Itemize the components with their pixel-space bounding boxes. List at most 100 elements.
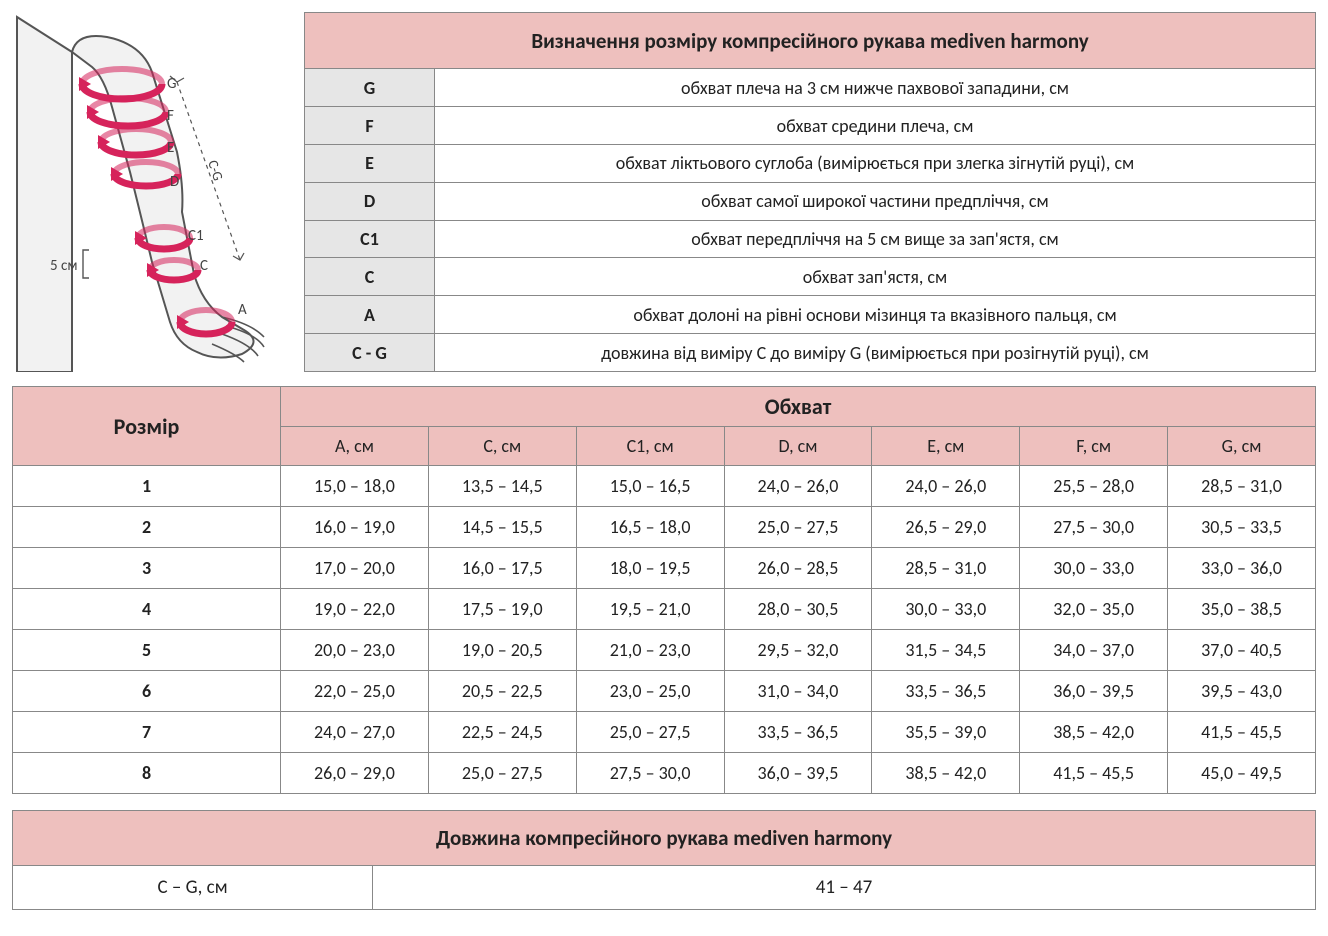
size-row: 520,0 – 23,019,0 – 20,521,0 – 23,029,5 –… <box>13 630 1316 671</box>
definition-desc: обхват плеча на 3 см нижче пахвової запа… <box>435 69 1316 107</box>
svg-text:C-G: C-G <box>204 158 227 183</box>
size-number: 6 <box>13 671 281 712</box>
size-value: 16,0 – 17,5 <box>428 548 576 589</box>
size-row: 115,0 – 18,013,5 – 14,515,0 – 16,524,0 –… <box>13 466 1316 507</box>
size-value: 16,5 – 18,0 <box>576 507 724 548</box>
size-row: 216,0 – 19,014,5 – 15,516,5 – 18,025,0 –… <box>13 507 1316 548</box>
size-value: 45,0 – 49,5 <box>1168 753 1316 794</box>
size-value: 30,0 – 33,0 <box>1020 548 1168 589</box>
diagram-point-label: A <box>238 301 247 319</box>
length-title: Довжина компресійного рукава mediven har… <box>13 811 1316 866</box>
size-value: 33,5 – 36,5 <box>724 712 872 753</box>
size-column-header: C, см <box>428 427 576 466</box>
size-column-header: E, см <box>872 427 1020 466</box>
size-value: 38,5 – 42,0 <box>1020 712 1168 753</box>
girth-group-header: Обхват <box>281 387 1316 427</box>
size-value: 31,0 – 34,0 <box>724 671 872 712</box>
size-row: 622,0 – 25,020,5 – 22,523,0 – 25,031,0 –… <box>13 671 1316 712</box>
size-value: 25,0 – 27,5 <box>724 507 872 548</box>
size-value: 36,0 – 39,5 <box>1020 671 1168 712</box>
definition-desc: довжина від виміру С до виміру G (вимірю… <box>435 334 1316 372</box>
size-value: 28,0 – 30,5 <box>724 589 872 630</box>
length-label: C – G, см <box>13 866 373 910</box>
size-value: 27,5 – 30,0 <box>1020 507 1168 548</box>
size-value: 22,0 – 25,0 <box>281 671 429 712</box>
definition-desc: обхват передпліччя на 5 см вище за зап'я… <box>435 220 1316 258</box>
size-number: 7 <box>13 712 281 753</box>
definition-code: F <box>305 107 435 145</box>
size-value: 33,5 – 36,5 <box>872 671 1020 712</box>
size-value: 26,0 – 28,5 <box>724 548 872 589</box>
size-value: 20,5 – 22,5 <box>428 671 576 712</box>
definition-desc: обхват зап'ястя, см <box>435 258 1316 296</box>
diagram-point-label: D <box>170 173 179 191</box>
size-table: Розмір Обхват A, смC, смC1, смD, смE, см… <box>12 386 1316 794</box>
size-value: 16,0 – 19,0 <box>281 507 429 548</box>
size-value: 14,5 – 15,5 <box>428 507 576 548</box>
size-value: 19,0 – 22,0 <box>281 589 429 630</box>
size-value: 39,5 – 43,0 <box>1168 671 1316 712</box>
size-number: 2 <box>13 507 281 548</box>
size-value: 22,5 – 24,5 <box>428 712 576 753</box>
size-value: 18,0 – 19,5 <box>576 548 724 589</box>
definition-row: Fобхват средини плеча, см <box>305 107 1316 145</box>
size-value: 30,0 – 33,0 <box>872 589 1020 630</box>
length-table: Довжина компресійного рукава mediven har… <box>12 810 1316 910</box>
size-column-header: F, см <box>1020 427 1168 466</box>
diagram-point-label: C <box>200 257 208 275</box>
size-row: 317,0 – 20,016,0 – 17,518,0 – 19,526,0 –… <box>13 548 1316 589</box>
definition-row: C - Gдовжина від виміру С до виміру G (в… <box>305 334 1316 372</box>
diagram-point-label: G <box>167 75 176 93</box>
definition-row: Cобхват зап'ястя, см <box>305 258 1316 296</box>
size-column-header: D, см <box>724 427 872 466</box>
size-value: 17,5 – 19,0 <box>428 589 576 630</box>
length-value: 41 – 47 <box>373 866 1316 910</box>
size-value: 25,5 – 28,0 <box>1020 466 1168 507</box>
size-header: Розмір <box>13 387 281 466</box>
size-value: 28,5 – 31,0 <box>872 548 1020 589</box>
definition-code: D <box>305 182 435 220</box>
definition-code: A <box>305 296 435 334</box>
definition-desc: обхват ліктьового суглоба (вимірюється п… <box>435 144 1316 182</box>
definition-code: E <box>305 144 435 182</box>
size-column-header: G, см <box>1168 427 1316 466</box>
size-value: 41,5 – 45,5 <box>1168 712 1316 753</box>
diagram-scale-label: 5 см <box>50 257 77 275</box>
definition-row: Eобхват ліктьового суглоба (вимірюється … <box>305 144 1316 182</box>
size-value: 25,0 – 27,5 <box>428 753 576 794</box>
definition-row: Gобхват плеча на 3 см нижче пахвової зап… <box>305 69 1316 107</box>
size-row: 419,0 – 22,017,5 – 19,019,5 – 21,028,0 –… <box>13 589 1316 630</box>
size-value: 26,5 – 29,0 <box>872 507 1020 548</box>
size-row: 724,0 – 27,022,5 – 24,525,0 – 27,533,5 –… <box>13 712 1316 753</box>
size-value: 17,0 – 20,0 <box>281 548 429 589</box>
size-value: 20,0 – 23,0 <box>281 630 429 671</box>
definition-row: Dобхват самої широкої частини предпліччя… <box>305 182 1316 220</box>
size-value: 36,0 – 39,5 <box>724 753 872 794</box>
size-column-header: C1, см <box>576 427 724 466</box>
size-number: 1 <box>13 466 281 507</box>
size-value: 15,0 – 16,5 <box>576 466 724 507</box>
size-value: 33,0 – 36,0 <box>1168 548 1316 589</box>
definitions-table: Визначення розміру компресійного рукава … <box>304 12 1316 372</box>
diagram-point-label: E <box>167 139 174 157</box>
definition-code: C - G <box>305 334 435 372</box>
size-value: 29,5 – 32,0 <box>724 630 872 671</box>
size-value: 23,0 – 25,0 <box>576 671 724 712</box>
size-value: 27,5 – 30,0 <box>576 753 724 794</box>
definition-desc: обхват самої широкої частини предпліччя,… <box>435 182 1316 220</box>
diagram-point-label: F <box>167 107 174 125</box>
size-number: 4 <box>13 589 281 630</box>
size-value: 21,0 – 23,0 <box>576 630 724 671</box>
size-value: 13,5 – 14,5 <box>428 466 576 507</box>
size-value: 35,5 – 39,0 <box>872 712 1020 753</box>
definition-row: Aобхват долоні на рівні основи мізинця т… <box>305 296 1316 334</box>
size-number: 8 <box>13 753 281 794</box>
size-value: 32,0 – 35,0 <box>1020 589 1168 630</box>
definition-code: C <box>305 258 435 296</box>
definition-row: C1обхват передпліччя на 5 см вище за зап… <box>305 220 1316 258</box>
definitions-title: Визначення розміру компресійного рукава … <box>305 13 1316 69</box>
size-value: 34,0 – 37,0 <box>1020 630 1168 671</box>
size-value: 41,5 – 45,5 <box>1020 753 1168 794</box>
definition-desc: обхват долоні на рівні основи мізинця та… <box>435 296 1316 334</box>
size-number: 5 <box>13 630 281 671</box>
